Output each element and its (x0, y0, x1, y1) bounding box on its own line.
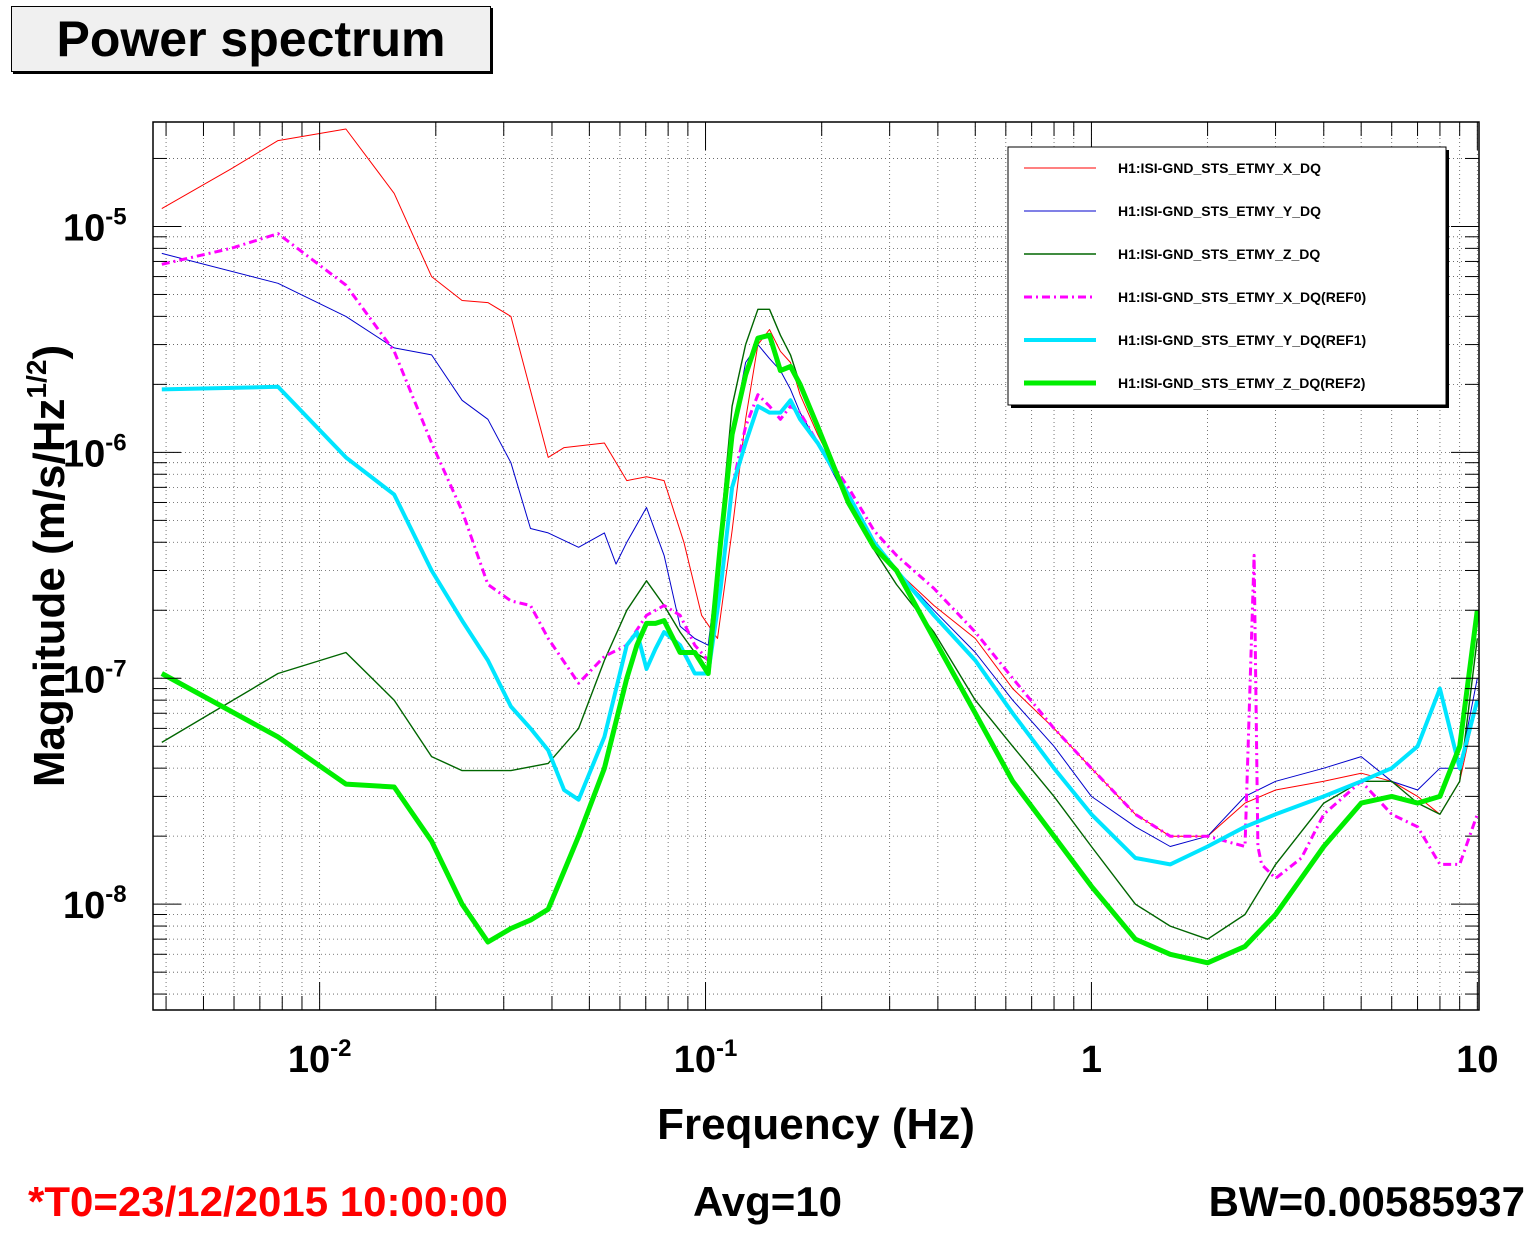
x-tick-label: 10-2 (288, 1035, 352, 1081)
series-line-4 (161, 384, 1479, 867)
legend-label: H1:ISI-GND_STS_ETMY_Y_DQ (1118, 203, 1321, 219)
series-line-5 (160, 332, 1479, 966)
grid (153, 122, 1479, 1010)
y-tick-label: 10-7 (63, 655, 127, 701)
series-line-2 (161, 308, 1478, 940)
legend: H1:ISI-GND_STS_ETMY_X_DQ H1:ISI-GND_STS_E… (1007, 146, 1449, 408)
y-tick-label: 10-8 (63, 881, 127, 927)
legend-label: H1:ISI-GND_STS_ETMY_Y_DQ(REF1) (1118, 332, 1366, 348)
series-group (160, 128, 1479, 966)
x-tick-label: 10 (1456, 1039, 1498, 1081)
legend-label: H1:ISI-GND_STS_ETMY_Z_DQ(REF2) (1118, 375, 1365, 391)
axis-ticks (153, 122, 1479, 1010)
x-tick-label: 1 (1081, 1039, 1102, 1081)
footer-bandwidth: BW=0.00585937 (1208, 1178, 1525, 1225)
y-tick-label: 10-5 (63, 203, 127, 249)
x-tick-label: 10-1 (674, 1035, 738, 1081)
series-line-3 (161, 232, 1479, 880)
legend-box (1007, 146, 1447, 406)
chart-title: Power spectrum (11, 6, 491, 72)
x-axis-label: Frequency (Hz) (657, 1100, 975, 1149)
series-line-0 (161, 128, 1478, 837)
footer-averages: Avg=10 (693, 1178, 843, 1225)
legend-label: H1:ISI-GND_STS_ETMY_Z_DQ (1118, 246, 1320, 262)
legend-label: H1:ISI-GND_STS_ETMY_X_DQ (1118, 160, 1321, 176)
series-line-1 (161, 252, 1478, 847)
legend-label: H1:ISI-GND_STS_ETMY_X_DQ(REF0) (1118, 289, 1366, 305)
footer-start-time: *T0=23/12/2015 10:00:00 (28, 1178, 508, 1225)
y-axis-label: Magnitude (m/s/Hz1/2) (21, 344, 74, 788)
plot-border (152, 121, 1480, 1011)
tick-labels: 10-2 10-1 1 10 10-5 10-6 10-7 10-8 (63, 203, 1498, 1081)
y-tick-label: 10-6 (63, 429, 127, 475)
